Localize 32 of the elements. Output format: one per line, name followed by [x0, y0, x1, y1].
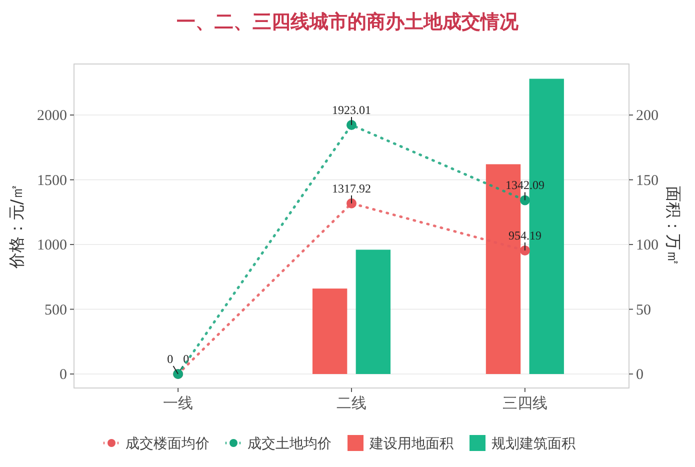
y-tick-label: 1500	[37, 172, 67, 189]
y2-tick-label: 200	[636, 108, 658, 124]
point	[520, 245, 530, 256]
y-tick-label: 500	[44, 302, 67, 318]
data-label: 954.19	[508, 228, 542, 242]
point	[520, 195, 530, 206]
y-tick-label: 2000	[37, 108, 67, 124]
y-tick-label: 0	[60, 367, 67, 384]
legend-label: 成交楼面均价	[126, 436, 210, 452]
y2-axis-title: 面积：万㎡	[664, 186, 683, 266]
y2-tick-label: 50	[636, 302, 651, 318]
y2-tick-label: 150	[636, 172, 658, 189]
legend-label: 成交土地均价	[248, 436, 332, 452]
bar	[312, 288, 348, 374]
x-tick-label: 一线	[163, 394, 194, 412]
point	[346, 198, 356, 208]
y2-tick-label: 0	[636, 367, 644, 384]
x-tick-label: 三四线	[502, 394, 548, 412]
legend-label: 建设用地面积	[368, 436, 454, 452]
legend-label: 规划建筑面积	[492, 436, 576, 452]
bar	[356, 250, 391, 374]
x-tick-label: 二线	[336, 394, 366, 412]
y2-tick-label: 100	[636, 238, 658, 254]
data-label: 1342.09	[505, 178, 544, 192]
y-axis-title: 价格：元/㎡	[7, 183, 26, 270]
data-label: 0	[167, 352, 174, 366]
data-label: 1923.01	[332, 102, 371, 117]
point	[346, 120, 356, 130]
data-label: 0	[183, 352, 190, 366]
y-tick-label: 1000	[37, 238, 67, 254]
data-label: 1317.92	[332, 181, 371, 196]
chart-title: 一、二、三四线城市的商办土地成交情况	[176, 11, 520, 33]
